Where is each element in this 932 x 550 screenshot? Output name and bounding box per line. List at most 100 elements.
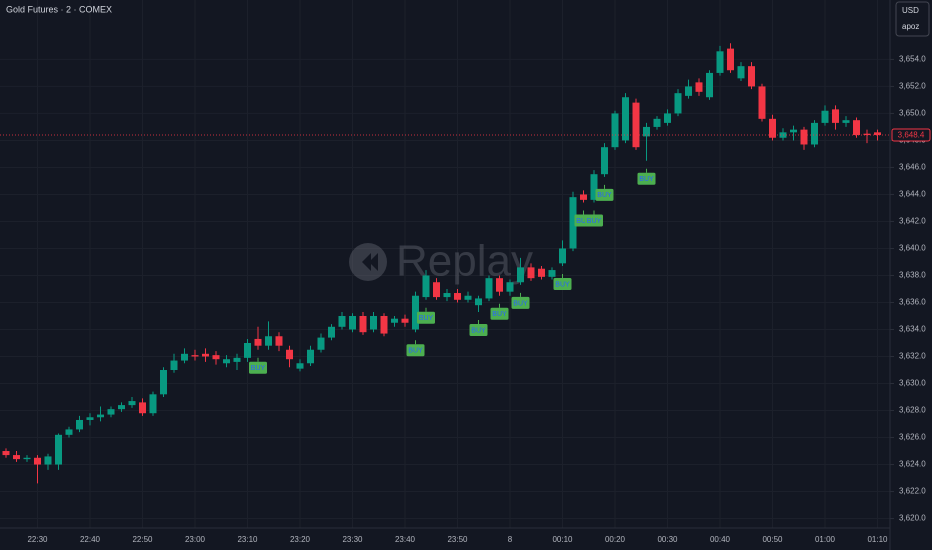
candle-body [191, 355, 199, 357]
signal-box [406, 344, 425, 357]
candle-body [758, 86, 766, 119]
candle-body [632, 102, 640, 148]
x-tick-label: 22:50 [132, 535, 153, 544]
signal-label: BUY [597, 192, 612, 199]
candle-body [506, 282, 514, 292]
candle-body [811, 122, 818, 145]
candle-body [265, 336, 272, 346]
candle-body [86, 417, 94, 420]
x-tick-label: 23:10 [237, 535, 258, 544]
candle-body [107, 409, 115, 415]
candle-body [44, 456, 52, 465]
signal-box [469, 323, 488, 336]
candle-body [422, 275, 430, 298]
candle-body [569, 197, 577, 249]
signal-label: BUY [587, 218, 602, 225]
candle-body [170, 360, 178, 371]
candle-body [853, 120, 860, 136]
x-tick-label: 23:40 [395, 535, 416, 544]
candle-body [328, 326, 335, 338]
candle-body [13, 455, 20, 460]
watermark-icon [349, 243, 387, 281]
last-price-label: 3,648.4 [898, 131, 925, 140]
candle-body [433, 282, 440, 298]
candle-body [527, 267, 535, 279]
y-tick-label: 3,638.0 [899, 271, 926, 280]
signal-box [249, 361, 267, 374]
x-tick-label: 00:30 [657, 535, 678, 544]
y-tick-label: 3,634.0 [899, 325, 926, 334]
x-tick-label: 00:50 [762, 535, 783, 544]
candle-body [349, 315, 356, 330]
y-tick-label: 3,624.0 [899, 460, 926, 469]
currency-box[interactable] [895, 1, 930, 37]
candle-body [559, 248, 566, 264]
price-axis [890, 0, 932, 550]
currency[interactable]: USD [902, 6, 919, 15]
y-tick-label: 3,640.0 [899, 244, 926, 253]
candle-body [548, 270, 556, 277]
signal-label: BUY [471, 327, 486, 334]
signal-box [585, 214, 603, 227]
candle-body [664, 113, 671, 123]
candle-body [695, 82, 703, 92]
last-price-box [891, 128, 931, 142]
candle-body [443, 293, 451, 298]
y-tick-label: 3,620.0 [899, 514, 926, 523]
candle-body [464, 295, 472, 300]
y-tick-label: 3,626.0 [899, 433, 926, 442]
candle-body [2, 451, 10, 456]
watermark-text: Replay [396, 237, 533, 286]
y-tick-label: 3,636.0 [899, 298, 926, 307]
candle-body [821, 110, 829, 123]
candle-body [842, 120, 850, 123]
candle-body [359, 315, 367, 333]
candle-body [149, 394, 157, 414]
candle-body [296, 363, 304, 369]
candle-body [580, 194, 587, 200]
signal-label: BUY [251, 365, 266, 372]
candle-body [611, 113, 619, 148]
candle-body [275, 336, 283, 346]
x-tick-label: 23:00 [185, 535, 206, 544]
y-tick-label: 3,652.0 [899, 82, 926, 91]
candle-body [496, 278, 503, 292]
y-tick-label: 3,630.0 [899, 379, 926, 388]
x-tick-label: 01:00 [815, 535, 836, 544]
signal-label: BUY [408, 348, 423, 355]
candle-body [401, 318, 409, 323]
candle-body [653, 118, 661, 127]
candle-body [65, 429, 73, 435]
y-axis: 3,620.0 3,622.0 3,624.0 3,626.0 3,628.0 3,630… [890, 55, 931, 523]
candle-body [643, 126, 650, 137]
signal-box [637, 172, 656, 185]
candle-body [370, 315, 377, 330]
candle-body [748, 66, 755, 87]
signal-label: BUY [555, 281, 570, 288]
candle-body [590, 174, 598, 200]
signal-label: BUY [639, 176, 654, 183]
y-tick-label: 3,632.0 [899, 352, 926, 361]
candle-body [55, 434, 62, 465]
candle-body [23, 457, 31, 460]
y-tick-label: 3,628.0 [899, 406, 926, 415]
candle-body [412, 295, 419, 330]
candle-body [790, 129, 797, 133]
candle-body [716, 51, 724, 73]
x-tick-label: 22:30 [27, 535, 48, 544]
candle-body [832, 109, 839, 123]
y-tick-label: 3,654.0 [899, 55, 926, 64]
signal-label: BUY [576, 218, 591, 225]
x-tick-label: 23:50 [447, 535, 468, 544]
candle-body [737, 66, 745, 79]
watermark: Replay [349, 237, 533, 286]
signal-box [417, 311, 435, 324]
signal-box [511, 296, 530, 309]
candle-body [475, 298, 482, 306]
account[interactable]: apoz [902, 22, 919, 31]
signal-box [553, 278, 572, 291]
candle-body [769, 118, 776, 138]
candle-body [391, 318, 398, 323]
